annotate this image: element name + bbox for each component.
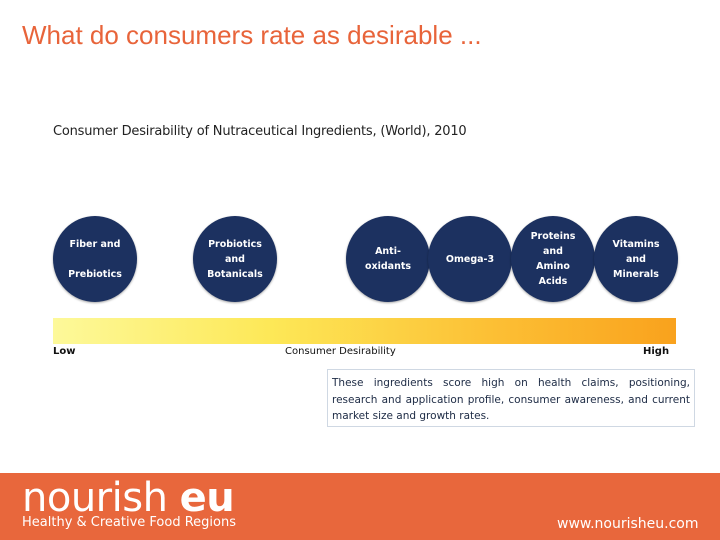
figure-title: Consumer Desirability of Nutraceutical I… <box>53 124 467 139</box>
ingredient-label: Anti- <box>375 246 401 257</box>
ingredient-circle-fiber-prebiotics: Fiber and Prebiotics <box>53 216 137 302</box>
ingredient-label: Botanicals <box>207 268 263 280</box>
axis-title-label: Consumer Desirability <box>285 346 396 357</box>
ingredient-label: and <box>626 253 646 265</box>
axis-low-label: Low <box>53 346 76 357</box>
explanation-note: These ingredients score high on health c… <box>327 369 695 427</box>
ingredient-label: oxidants <box>364 261 412 272</box>
ingredient-circle-omega-3: Omega-3 <box>428 216 512 302</box>
ingredient-circle-probiotics-botanicals: Probiotics and Botanicals <box>193 216 277 302</box>
ingredient-circle-proteins-amino-acids: Proteins and Amino Acids <box>511 216 595 302</box>
desirability-gradient-bar <box>53 318 676 344</box>
ingredient-circle-vitamins-minerals: Vitamins and Minerals <box>594 216 678 302</box>
ingredient-label: and <box>225 253 245 265</box>
ingredient-label: Acids <box>538 276 568 287</box>
brand-logo-text-bold: eu <box>179 475 235 521</box>
ingredient-circle-antioxidants: Anti- oxidants <box>346 216 430 302</box>
brand-tagline: Healthy & Creative Food Regions <box>22 515 236 530</box>
ingredient-label: Probiotics <box>208 238 262 250</box>
ingredient-label: Minerals <box>613 268 659 280</box>
ingredient-label: Omega-3 <box>445 253 495 265</box>
website-link[interactable]: www.nourisheu.com <box>557 516 699 532</box>
footer-banner <box>0 473 720 540</box>
brand-logo: nourish eu <box>22 475 235 521</box>
ingredient-label: Fiber and <box>69 238 121 250</box>
ingredient-label: and <box>543 246 563 257</box>
axis-high-label: High <box>643 346 670 357</box>
brand-logo-text: nourish <box>22 475 180 521</box>
ingredient-label: Vitamins <box>612 238 660 250</box>
ingredient-label: Amino <box>536 261 570 272</box>
slide-title: What do consumers rate as desirable ... <box>22 20 482 50</box>
ingredient-label: Proteins <box>530 231 576 242</box>
ingredient-label: Prebiotics <box>68 268 122 280</box>
